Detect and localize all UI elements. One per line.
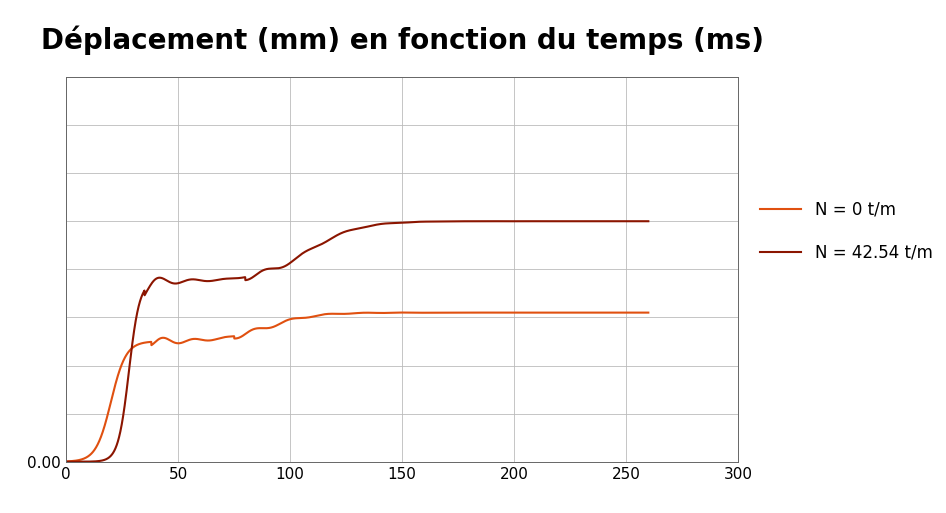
N = 42.54 t/m bbox=[642, 218, 654, 224]
N = 0 t/m bbox=[397, 309, 409, 315]
Line: N = 42.54 t/m: N = 42.54 t/m bbox=[66, 221, 648, 462]
N = 42.54 t/m bbox=[284, 261, 295, 267]
N = 42.54 t/m bbox=[309, 244, 321, 250]
N = 0 t/m bbox=[127, 345, 138, 351]
N = 0 t/m bbox=[569, 309, 580, 315]
N = 42.54 t/m bbox=[61, 459, 72, 465]
N = 0 t/m bbox=[162, 336, 173, 342]
Title: Déplacement (mm) en fonction du temps (ms): Déplacement (mm) en fonction du temps (m… bbox=[41, 26, 763, 55]
N = 0 t/m bbox=[309, 313, 321, 319]
N = 42.54 t/m bbox=[162, 278, 173, 284]
N = 0 t/m bbox=[61, 458, 72, 464]
Line: N = 0 t/m: N = 0 t/m bbox=[66, 312, 648, 461]
Legend: N = 0 t/m, N = 42.54 t/m: N = 0 t/m, N = 42.54 t/m bbox=[753, 194, 939, 268]
N = 42.54 t/m bbox=[569, 218, 580, 224]
N = 0 t/m bbox=[642, 309, 654, 315]
N = 0 t/m bbox=[284, 317, 295, 323]
N = 42.54 t/m bbox=[534, 218, 545, 224]
N = 42.54 t/m bbox=[631, 218, 642, 224]
N = 42.54 t/m bbox=[127, 339, 138, 345]
N = 0 t/m bbox=[631, 309, 642, 315]
